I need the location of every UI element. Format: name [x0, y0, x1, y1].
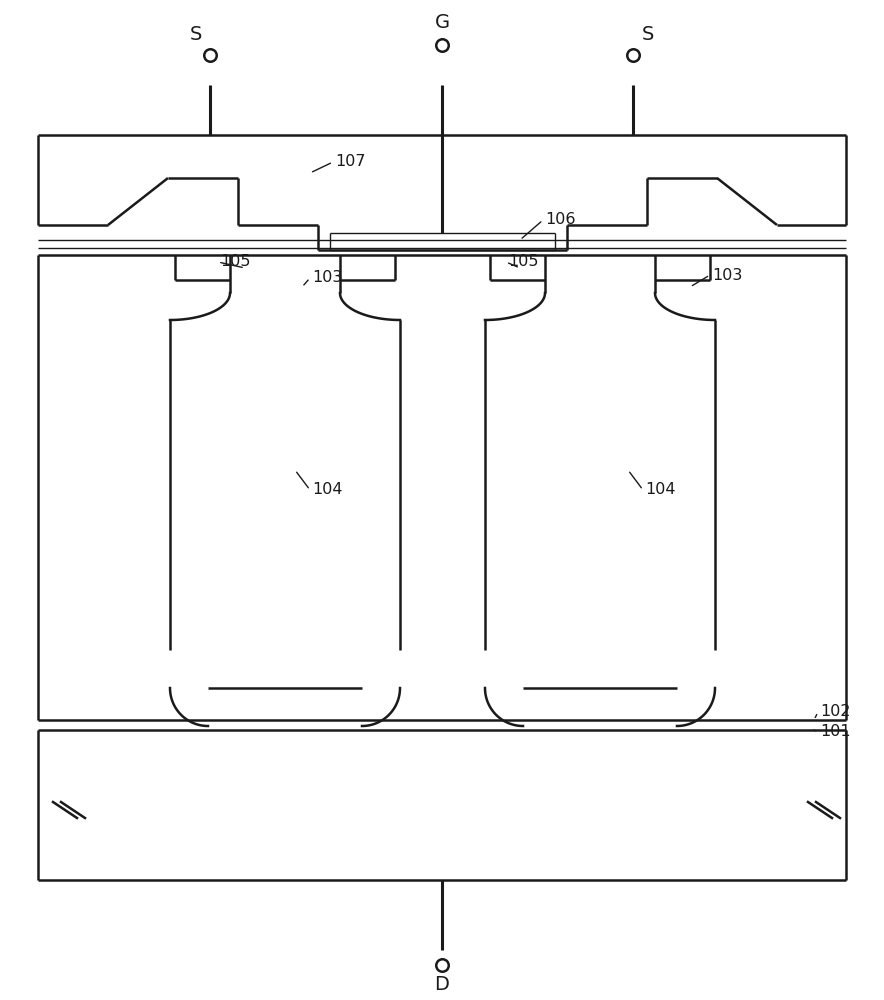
Text: 104: 104	[645, 483, 675, 497]
Text: G: G	[434, 12, 450, 31]
Text: S: S	[190, 25, 202, 44]
Text: 105: 105	[220, 254, 250, 269]
Text: 103: 103	[712, 267, 743, 282]
Text: 106: 106	[545, 213, 575, 228]
Text: 107: 107	[335, 154, 365, 169]
Text: 102: 102	[820, 704, 850, 720]
Text: 101: 101	[820, 724, 850, 740]
Text: 104: 104	[312, 483, 342, 497]
Text: D: D	[435, 976, 449, 994]
Text: 103: 103	[312, 270, 342, 286]
Text: 105: 105	[508, 254, 538, 269]
Text: S: S	[642, 25, 654, 44]
